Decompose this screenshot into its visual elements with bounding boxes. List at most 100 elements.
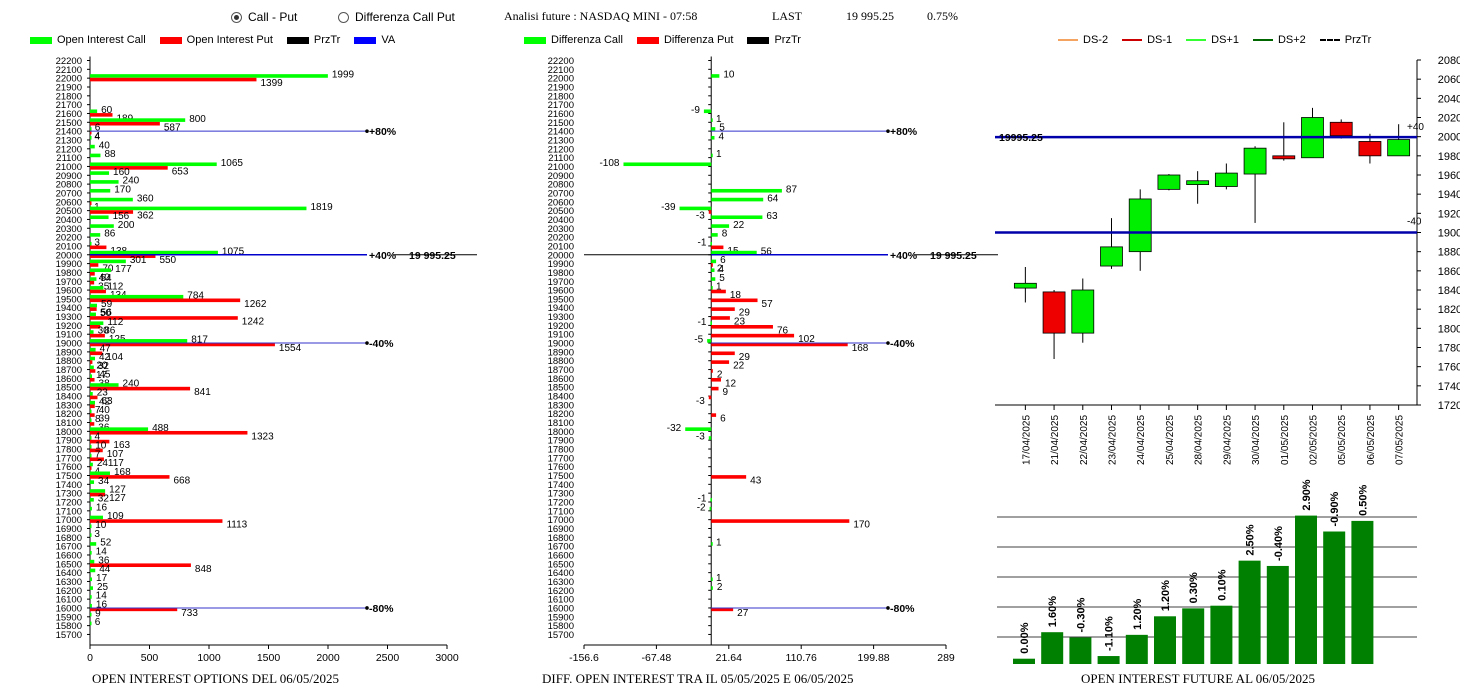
- strike-tick-label: 19400: [548, 303, 574, 314]
- legend-item: VA: [354, 34, 395, 46]
- strike-tick-label: 16700: [548, 542, 574, 553]
- put-bar: [90, 448, 103, 453]
- put-value-label: 1554: [279, 343, 302, 354]
- date-tick-label: 21/04/2025: [1050, 415, 1061, 465]
- call-bar: [90, 144, 95, 149]
- put-value-label: 733: [181, 608, 198, 619]
- strike-tick-label: 15900: [548, 612, 574, 623]
- call-value-label: 86: [104, 229, 116, 240]
- future-oi-bar: [1323, 531, 1346, 664]
- strike-tick-label: 19500: [56, 294, 82, 305]
- strike-tick-label: 19200: [56, 321, 82, 332]
- y-tick-label: 17800: [1438, 343, 1460, 355]
- strike-tick-label: 17900: [56, 436, 82, 447]
- strike-tick-label: 21100: [548, 153, 574, 164]
- call-bar: [679, 206, 712, 211]
- strike-tick-label: 17500: [548, 471, 574, 482]
- put-value-label: 1262: [244, 299, 267, 310]
- strike-tick-label: 18600: [56, 374, 82, 385]
- put-bar: [90, 166, 168, 170]
- strike-tick-label: 18400: [548, 392, 574, 403]
- va-pct-label: -40%: [890, 338, 915, 350]
- call-bar: [711, 542, 713, 546]
- strike-tick-label: 18000: [548, 427, 574, 438]
- y-tick-label: 19400: [1438, 189, 1460, 201]
- x-tick-label: 1500: [257, 652, 281, 664]
- legend-swatch: [747, 36, 770, 44]
- put-value-label: 168: [852, 343, 869, 354]
- call-bar: [90, 480, 95, 484]
- put-bar: [90, 289, 106, 294]
- call-bar: [90, 127, 92, 131]
- put-bar: [90, 439, 110, 444]
- strike-tick-label: 17500: [56, 471, 82, 482]
- candle-body: [1272, 155, 1296, 160]
- va-pct-label: -40%: [369, 338, 394, 350]
- put-value-label: 20: [96, 361, 108, 372]
- future-oi-bar: [1013, 658, 1035, 664]
- call-bar: [707, 339, 712, 343]
- put-bar: [90, 121, 160, 126]
- strike-tick-label: 17000: [548, 515, 574, 526]
- strike-tick-label: 20200: [548, 233, 574, 244]
- call-value-label: 17: [96, 370, 108, 381]
- call-bar: [90, 153, 101, 158]
- put-value-label: 170: [853, 520, 870, 531]
- radio-unselected-icon[interactable]: [338, 11, 349, 23]
- put-value-label: 12: [725, 378, 737, 389]
- strike-tick-label: 17000: [56, 515, 82, 526]
- strike-tick-label: 22000: [548, 74, 574, 85]
- call-bar: [90, 374, 93, 378]
- call-bar: [90, 268, 112, 273]
- call-value-label: -3: [696, 432, 705, 443]
- put-bar: [90, 263, 99, 267]
- put-bar: [711, 325, 773, 329]
- date-tick-label: 01/05/2025: [1280, 415, 1291, 465]
- strike-tick-label: 16300: [548, 577, 574, 588]
- strike-tick-label: 20700: [56, 188, 82, 199]
- va-line-end-marker: [365, 129, 369, 133]
- strike-tick-label: 21200: [56, 144, 82, 155]
- call-value-label: 109: [107, 511, 124, 522]
- future-oi-label: -0.40%: [1273, 526, 1285, 561]
- call-value-label: 156: [113, 211, 130, 222]
- va-pct-label: -80%: [369, 603, 394, 615]
- strike-tick-label: 19600: [56, 286, 82, 297]
- legend-label: Open Interest Call: [57, 34, 146, 46]
- call-value-label: 1065: [221, 158, 244, 169]
- radio-differenza[interactable]: Differenza Call Put: [338, 10, 455, 24]
- legend-label: PrzTr: [774, 34, 801, 46]
- call-value-label: 200: [118, 220, 135, 231]
- call-bar: [90, 568, 96, 573]
- strike-tick-label: 19700: [548, 277, 574, 288]
- call-bar: [90, 427, 149, 431]
- strike-tick-label: 17300: [548, 489, 574, 500]
- put-bar: [711, 298, 758, 303]
- y-tick-label: 20600: [1438, 74, 1460, 86]
- call-bar: [711, 259, 717, 264]
- future-oi-label: 1.20%: [1160, 580, 1172, 611]
- call-value-label: 6: [720, 255, 726, 266]
- date-tick-label: 02/05/2025: [1309, 415, 1320, 465]
- call-bar: [90, 118, 186, 122]
- candle-body: [1243, 147, 1267, 175]
- radio-call-put[interactable]: Call - Put: [231, 10, 297, 24]
- legend-item: DS-2: [1058, 34, 1108, 46]
- va-line-end-marker: [365, 341, 369, 345]
- call-value-label: -5: [694, 335, 703, 346]
- call-value-label: 4: [718, 264, 724, 275]
- strike-tick-label: 16100: [548, 595, 574, 606]
- call-bar: [90, 259, 126, 264]
- put-value-label: 35: [98, 281, 110, 292]
- strike-tick-label: 21000: [548, 162, 574, 173]
- strike-tick-label: 19900: [548, 259, 574, 270]
- call-value-label: 32: [98, 494, 110, 505]
- strike-tick-label: 18100: [548, 418, 574, 429]
- call-value-label: 6: [95, 123, 101, 134]
- call-value-label: 7: [95, 405, 101, 416]
- call-bar: [90, 312, 96, 317]
- radio-selected-icon[interactable]: [231, 11, 242, 23]
- call-bar: [90, 330, 94, 334]
- call-value-label: 1819: [310, 202, 333, 213]
- strike-tick-label: 16800: [548, 533, 574, 544]
